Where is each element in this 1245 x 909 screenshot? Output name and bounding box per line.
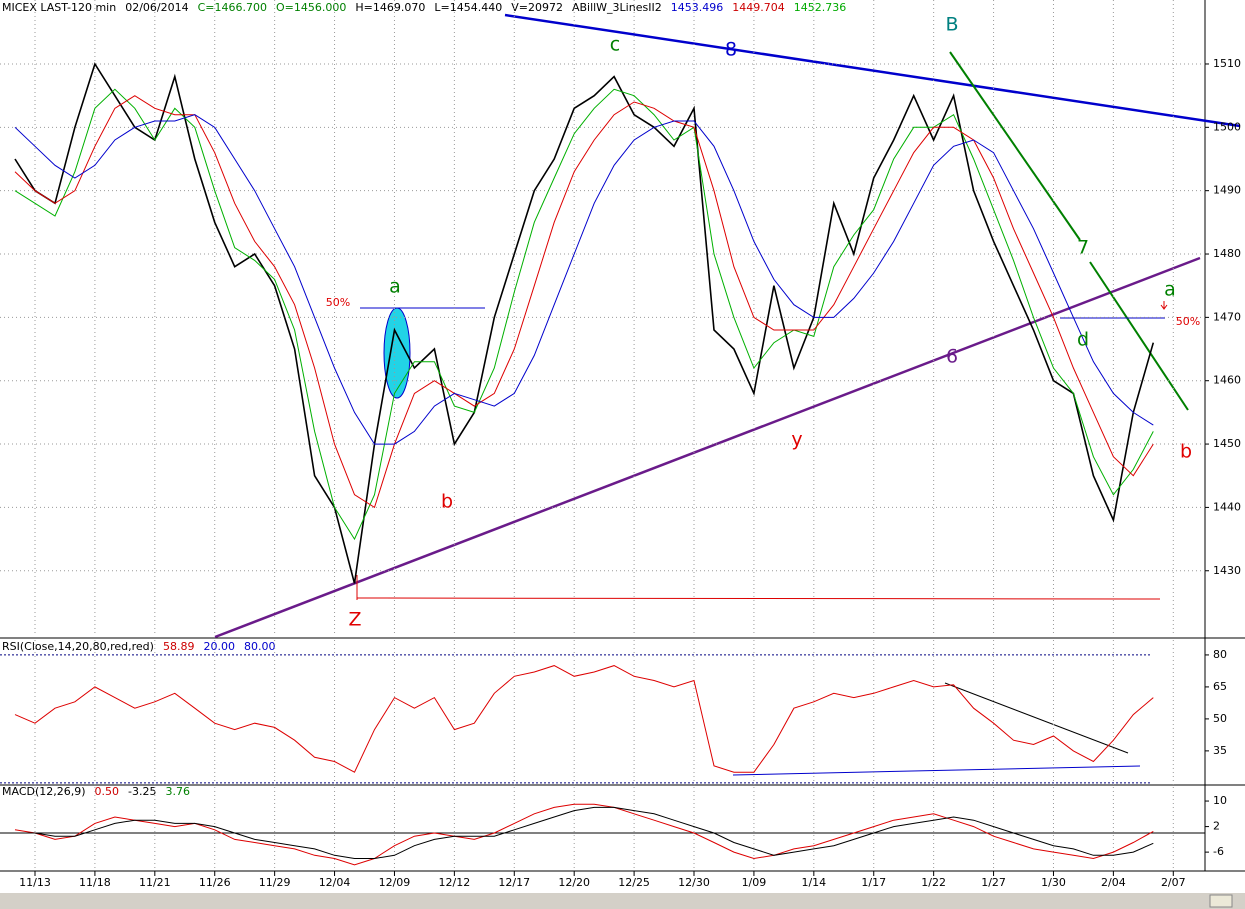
legend-item: ABillW_3LinesII2 [572,1,662,14]
y-tick-label: 1450 [1213,437,1241,450]
legend-item: V=20972 [511,1,563,14]
arrow [1160,301,1168,310]
y-tick-label: 65 [1213,680,1227,693]
annotation: 50% [1176,315,1200,328]
y-tick-label: 1460 [1213,374,1241,387]
x-tick-label: 11/29 [259,876,291,889]
y-tick-label: 1440 [1213,500,1241,513]
legend-item: RSI(Close,14,20,80,red,red) [2,640,154,653]
legend-item: -3.25 [128,785,156,798]
legend-item: 0.50 [95,785,120,798]
annotation: 7 [1077,237,1089,259]
trendline [1089,261,1189,411]
legend-item: MICEX LAST-120 min [2,1,116,14]
series-line [14,114,1154,445]
x-tick-label: 12/25 [618,876,650,889]
x-tick-label: 12/30 [678,876,710,889]
rsi-legend: RSI(Close,14,20,80,red,red) 58.89 20.00 80.… [2,640,275,653]
rsi-trendline [732,765,1141,776]
legend-item: 80.00 [244,640,276,653]
annotation: a [1164,279,1176,301]
x-tick-label: 1/14 [801,876,826,889]
series-line [15,806,1154,859]
legend-item: 1452.736 [794,1,847,14]
y-tick-label: 1490 [1213,184,1241,197]
y-tick-label: 1500 [1213,120,1241,133]
support-line [356,597,1161,600]
macd-legend: MACD(12,26,9) 0.50 -3.25 3.76 [2,785,190,798]
legend-item: 1449.704 [732,1,785,14]
scroll-thumb[interactable] [1209,894,1233,908]
annotation: B [945,14,958,36]
legend-item: L=1454.440 [434,1,502,14]
annotation: a [389,276,401,298]
y-tick-label: 50 [1213,712,1227,725]
x-tick-label: 2/04 [1101,876,1126,889]
scrollbar[interactable] [0,893,1245,909]
x-tick-label: 11/13 [19,876,51,889]
legend-item: MACD(12,26,9) [2,785,86,798]
y-tick-label: 1510 [1213,57,1241,70]
annotation: d [1077,329,1089,351]
trendline [214,256,1201,639]
series-line [14,803,1154,866]
annotation: 6 [946,346,958,368]
legend-item: O=1456.000 [276,1,346,14]
x-tick-label: 11/26 [199,876,231,889]
annotation: b [1180,441,1192,463]
x-tick-label: 1/17 [861,876,886,889]
y-tick-label: 2 [1213,820,1220,833]
x-tick-label: 11/18 [79,876,111,889]
x-tick-label: 1/27 [981,876,1006,889]
y-tick-label: 80 [1213,648,1227,661]
trendline [504,13,1241,128]
legend-item: 3.76 [166,785,191,798]
annotation: 50% [326,296,350,309]
x-tick-label: 12/17 [498,876,530,889]
legend-item: C=1466.700 [198,1,267,14]
legend-item: 02/06/2014 [125,1,188,14]
annotation: y [791,429,802,451]
y-tick-label: 1470 [1213,310,1241,323]
x-tick-label: 1/30 [1041,876,1066,889]
series-line [14,88,1154,541]
x-tick-label: 12/09 [379,876,411,889]
y-tick-label: 35 [1213,744,1227,757]
annotation: c [610,34,620,56]
annotation: Z [348,609,361,631]
x-tick-label: 12/20 [558,876,590,889]
trendline [949,51,1081,241]
legend-item: 58.89 [163,640,195,653]
header: MICEX LAST-120 min 02/06/2014 C=1466.700 O=… [2,1,846,14]
series-line [14,665,1154,773]
series-line [14,95,1154,509]
y-tick-label: -6 [1213,845,1224,858]
x-tick-label: 1/09 [742,876,767,889]
y-tick-label: 10 [1213,794,1227,807]
x-tick-label: 12/04 [319,876,351,889]
rsi-trendline [944,682,1129,754]
x-tick-label: 2/07 [1161,876,1186,889]
y-tick-label: 1480 [1213,247,1241,260]
annotation: 8 [725,39,737,61]
legend-item: 1453.496 [671,1,724,14]
y-tick-label: 1430 [1213,564,1241,577]
x-tick-label: 1/22 [921,876,946,889]
x-tick-label: 12/12 [439,876,471,889]
legend-item: 20.00 [203,640,235,653]
annotation: b [441,491,453,513]
x-tick-label: 11/21 [139,876,171,889]
legend-item: H=1469.070 [355,1,425,14]
